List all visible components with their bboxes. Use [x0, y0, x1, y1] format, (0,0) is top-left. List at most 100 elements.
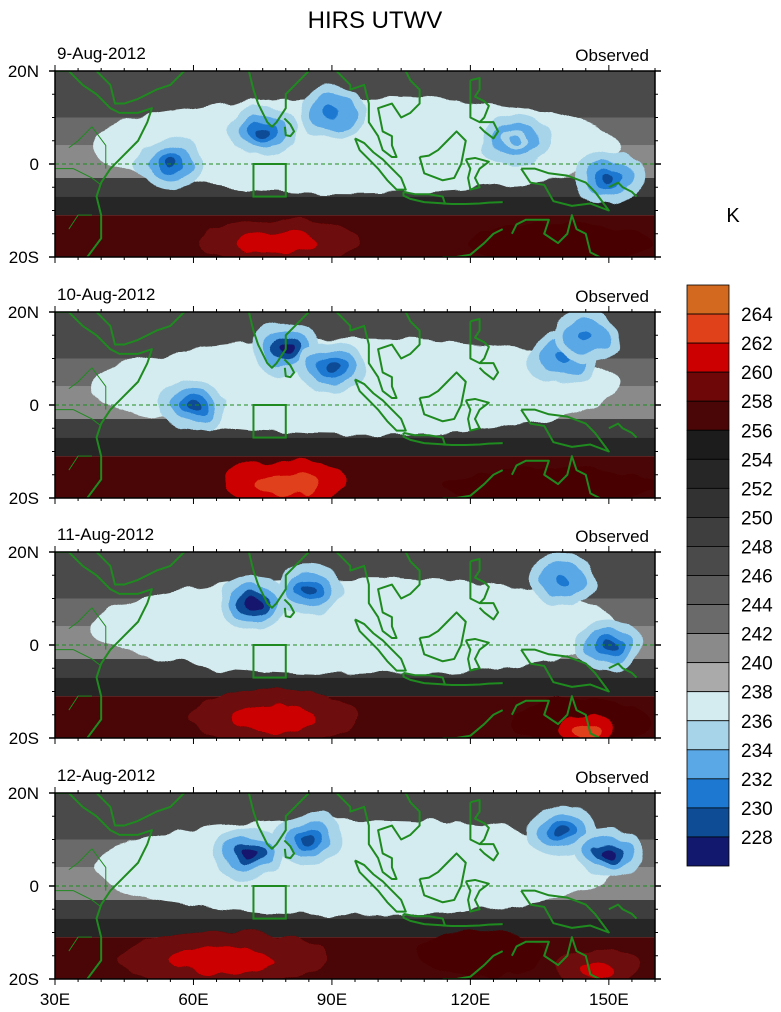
coastline — [95, 71, 185, 105]
coastline — [464, 397, 490, 432]
moist-peak — [186, 400, 201, 410]
panel-source-label: Observed — [575, 527, 649, 546]
colorbar-box — [686, 807, 730, 838]
moist-peak — [301, 584, 316, 595]
colorbar-box — [686, 691, 730, 722]
coastline — [418, 371, 467, 423]
coastline — [442, 923, 503, 927]
x-tick-label: 150E — [589, 990, 629, 1009]
y-tick-label: 20S — [9, 729, 39, 748]
country-border — [73, 409, 102, 427]
coastline — [511, 936, 601, 979]
coastline — [418, 611, 467, 663]
country-border — [73, 168, 102, 186]
coastline — [247, 793, 310, 850]
moist-peak — [255, 126, 270, 137]
moist-peak — [555, 574, 570, 585]
coastlines — [55, 552, 638, 738]
background-band — [55, 437, 655, 457]
y-tick-label: 20N — [8, 62, 39, 81]
colorbar-label: 246 — [741, 567, 773, 588]
y-tick-label: 20S — [9, 489, 39, 508]
coastline — [442, 442, 503, 446]
colorbar-label: 228 — [741, 828, 773, 849]
coastline — [283, 839, 296, 860]
dry-core — [230, 706, 318, 734]
coastline — [442, 950, 504, 979]
field-layer — [55, 71, 655, 257]
coastline — [55, 552, 153, 738]
x-tick-label: 90E — [317, 990, 347, 1009]
colorbar-box — [686, 429, 730, 460]
coastline — [335, 552, 421, 640]
colorbar-label: 230 — [741, 799, 773, 820]
colorbar-label: 242 — [741, 625, 773, 646]
coastlines — [55, 71, 638, 257]
colorbar-box — [686, 836, 730, 867]
country-border — [68, 126, 107, 169]
coastline — [442, 682, 503, 686]
dry-band — [441, 468, 655, 498]
coastline — [55, 793, 153, 979]
colorbar-label: 252 — [741, 479, 773, 500]
dry-band — [464, 223, 652, 257]
coastline — [520, 408, 610, 453]
colorbar-label: 234 — [741, 741, 773, 762]
field-layer — [55, 793, 655, 979]
region-box — [252, 644, 287, 679]
coastline — [511, 695, 601, 738]
x-tick-label: 120E — [451, 990, 491, 1009]
panels-group: 20N 0 20S 9-Aug-2012 Observed 20N 0 20S 10-Aug-2… — [8, 44, 661, 989]
chart-title: HIRS UTWV — [308, 7, 443, 34]
coastline — [283, 598, 296, 619]
colorbar-label: 232 — [741, 770, 773, 791]
coastline — [442, 228, 504, 257]
coastline — [478, 121, 500, 140]
colorbar-box — [686, 546, 730, 576]
coastline — [469, 557, 490, 605]
colorbar-label: 260 — [741, 363, 773, 384]
colorbar-box — [686, 720, 730, 751]
colorbar-label: 254 — [741, 450, 773, 471]
coastline — [247, 312, 310, 369]
colorbar-box — [686, 778, 730, 809]
moist-peak — [301, 834, 316, 845]
background-band — [55, 196, 655, 216]
coastline — [464, 878, 490, 913]
country-border — [68, 214, 92, 230]
coastline — [469, 798, 490, 846]
y-tick-label: 20S — [9, 248, 39, 267]
dry-core — [255, 473, 317, 496]
colorbar-label: 248 — [741, 537, 773, 558]
country-border — [73, 649, 102, 667]
coastline — [95, 552, 185, 586]
moist-peak — [601, 172, 616, 183]
coastline — [608, 903, 638, 920]
coastline — [55, 71, 153, 257]
coastline — [335, 312, 421, 400]
coastline — [335, 71, 421, 159]
coastline — [608, 181, 638, 198]
coastline — [95, 793, 185, 827]
region-box — [252, 163, 287, 198]
coastline — [478, 602, 500, 621]
panel-date-label: 10-Aug-2012 — [57, 285, 155, 304]
y-tick-label: 20N — [8, 784, 39, 803]
x-tick-label: 30E — [40, 990, 70, 1009]
colorbar-units-label: K — [726, 205, 740, 227]
field-layer — [55, 552, 655, 738]
colorbar-box — [686, 371, 730, 402]
coastline — [335, 793, 421, 881]
region-box — [252, 404, 287, 439]
moist-peak — [246, 598, 261, 609]
coastline — [283, 358, 296, 379]
coastline — [247, 71, 310, 128]
y-tick-label: 0 — [30, 877, 39, 896]
coastline — [283, 117, 296, 138]
country-border — [68, 695, 92, 711]
coastline — [95, 312, 185, 346]
colorbar-box — [686, 313, 730, 344]
coastline — [464, 637, 490, 672]
panel-date-label: 11-Aug-2012 — [57, 525, 154, 544]
colorbar-box — [686, 575, 730, 605]
